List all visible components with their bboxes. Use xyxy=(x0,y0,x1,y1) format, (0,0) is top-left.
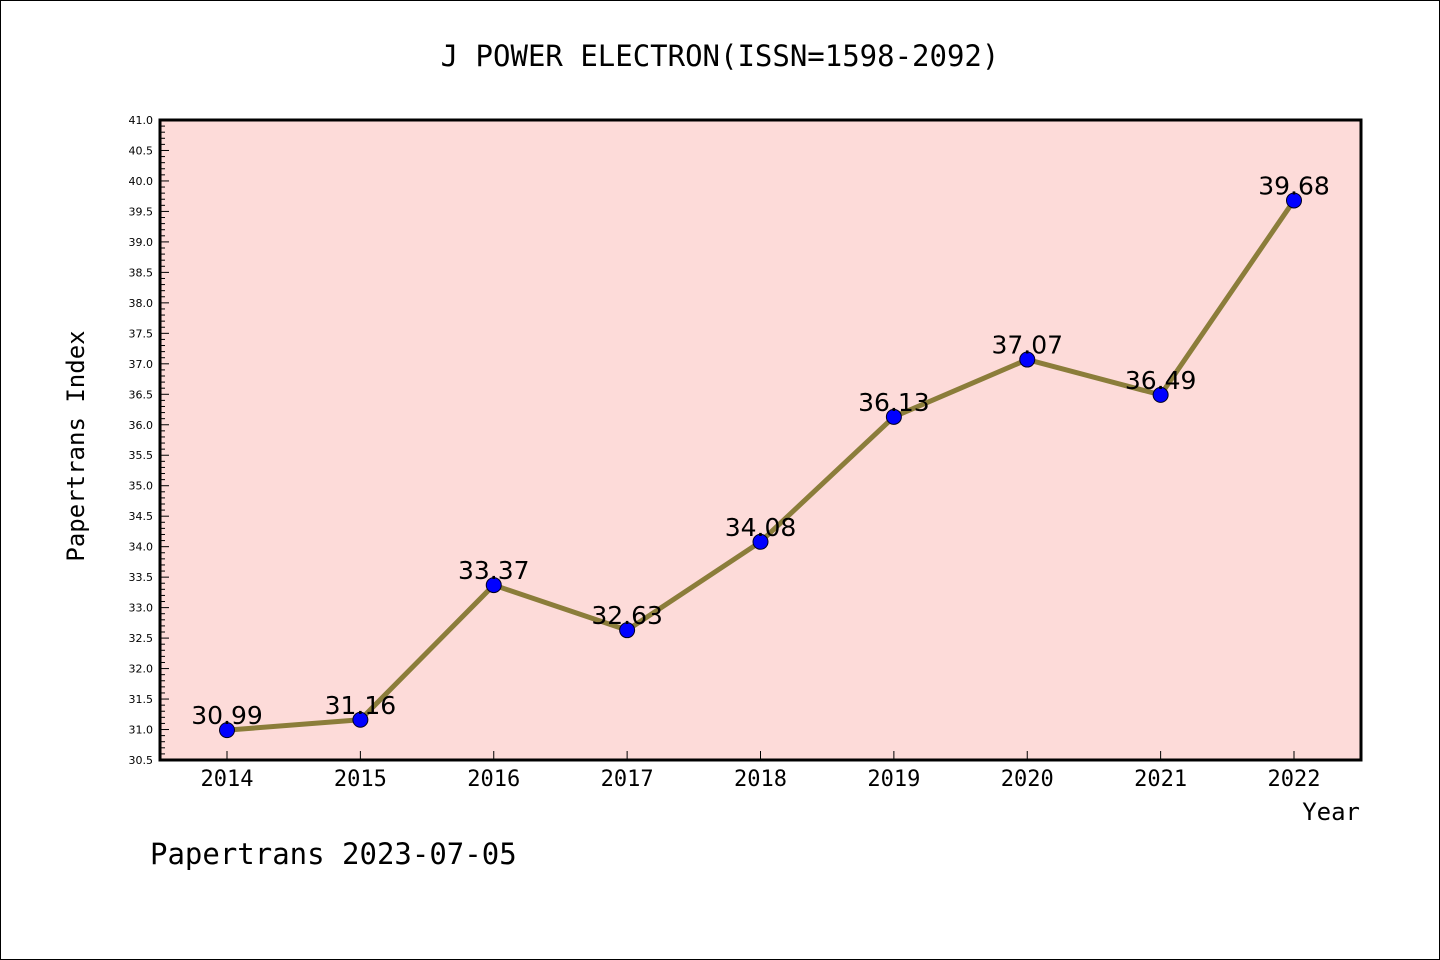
y-tick-label: 37.0 xyxy=(129,358,154,371)
x-tick-label: 2017 xyxy=(601,767,654,792)
data-point xyxy=(352,711,369,728)
x-axis-label: Year xyxy=(1302,798,1360,826)
data-point xyxy=(1152,386,1169,403)
y-tick-label: 35.0 xyxy=(129,480,154,493)
x-tick-label: 2018 xyxy=(734,767,787,792)
data-label: 37.07 xyxy=(991,331,1063,360)
y-tick-label: 30.5 xyxy=(129,754,154,767)
data-point xyxy=(1286,192,1302,209)
plot-border xyxy=(158,118,1363,762)
y-tick-label: 40.5 xyxy=(129,144,154,157)
y-tick-label: 36.5 xyxy=(129,388,154,401)
y-tick-label: 38.5 xyxy=(129,266,154,279)
y-tick-label: 32.5 xyxy=(129,632,154,645)
data-point xyxy=(619,622,636,639)
data-point xyxy=(752,533,769,550)
y-tick-label: 41.0 xyxy=(129,114,154,127)
y-tick-label: 37.5 xyxy=(129,327,154,340)
data-label: 36.49 xyxy=(1125,366,1197,395)
data-label: 32.63 xyxy=(591,601,663,630)
data-point xyxy=(219,722,235,739)
x-tick-label: 2016 xyxy=(467,767,520,792)
data-label: 39.68 xyxy=(1258,171,1330,200)
x-tick-label: 2022 xyxy=(1268,767,1321,792)
y-tick-label: 31.5 xyxy=(129,693,154,706)
data-point xyxy=(485,577,502,594)
x-tick-label: 2021 xyxy=(1134,767,1187,792)
x-tick-label: 2020 xyxy=(1001,767,1054,792)
plot-area xyxy=(160,120,1361,760)
data-label: 33.37 xyxy=(458,556,530,585)
x-tick-label: 2019 xyxy=(867,767,920,792)
footer-text: Papertrans 2023-07-05 xyxy=(150,837,517,871)
data-label: 36.13 xyxy=(858,388,930,417)
y-tick-label: 33.0 xyxy=(129,602,154,615)
y-axis-label: Papertrans Index xyxy=(62,330,90,561)
y-tick-label: 32.0 xyxy=(129,663,154,676)
x-tick-label: 2014 xyxy=(201,767,254,792)
data-label: 31.16 xyxy=(325,691,397,720)
y-tick-label: 38.0 xyxy=(129,297,154,310)
data-point xyxy=(885,408,902,425)
y-tick-label: 35.5 xyxy=(129,449,154,462)
data-label: 34.08 xyxy=(725,513,797,542)
y-tick-label: 39.5 xyxy=(129,205,154,218)
y-tick-label: 34.5 xyxy=(129,510,154,523)
y-tick-label: 31.0 xyxy=(129,724,154,737)
y-tick-label: 39.0 xyxy=(129,236,154,249)
y-tick-label: 34.0 xyxy=(129,541,154,554)
y-tick-label: 36.0 xyxy=(129,419,154,432)
x-tick-label: 2015 xyxy=(334,767,387,792)
y-tick-label: 33.5 xyxy=(129,571,154,584)
chart-title: J POWER ELECTRON(ISSN=1598-2092) xyxy=(441,39,1000,73)
data-label: 30.99 xyxy=(191,701,263,730)
y-tick-label: 40.0 xyxy=(129,175,154,188)
data-point xyxy=(1019,351,1036,368)
